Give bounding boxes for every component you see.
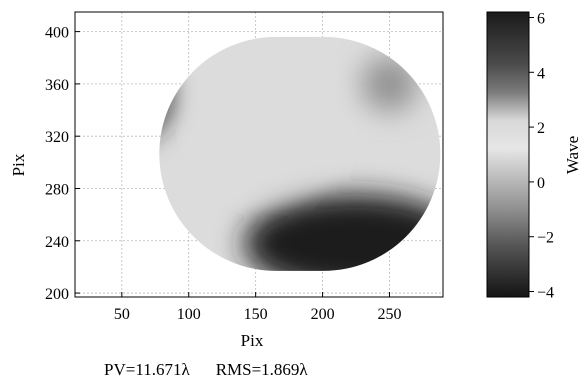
x-axis-ticks: 50 100 150 200 250 <box>114 292 401 323</box>
colorbar-tick-label: 4 <box>537 65 545 82</box>
colorbar-tick-label: 2 <box>537 120 545 137</box>
y-tick-label: 400 <box>45 25 69 42</box>
pv-value: PV=11.671λ <box>104 360 190 379</box>
x-tick-label: 50 <box>114 306 130 323</box>
colorbar-tick-label: −4 <box>537 285 554 302</box>
rms-value: RMS=1.869λ <box>215 360 308 379</box>
x-tick-label: 200 <box>311 306 335 323</box>
x-tick-label: 100 <box>177 306 201 323</box>
x-tick-label: 150 <box>244 306 268 323</box>
wavefront-feature <box>244 194 441 271</box>
y-tick-label: 320 <box>45 129 69 146</box>
colorbar-tick-label: 0 <box>537 175 545 192</box>
colorbar-ticks: 6 4 2 0 −2 −4 <box>529 10 554 302</box>
colorbar-tick-label: −2 <box>537 230 554 247</box>
y-axis-ticks: 200 240 280 320 360 400 <box>45 25 80 303</box>
y-tick-label: 240 <box>45 234 69 251</box>
caption: PV=11.671λ RMS=1.869λ <box>104 360 334 380</box>
y-axis-label: Pix <box>9 153 28 176</box>
y-tick-label: 360 <box>45 77 69 94</box>
colorbar-tick-label: 6 <box>537 10 545 27</box>
wavefront-feature <box>361 55 418 112</box>
wavefront-map <box>159 36 441 271</box>
x-axis-label: Pix <box>241 331 264 350</box>
wavefront-feature <box>209 63 330 184</box>
y-tick-label: 280 <box>45 181 69 198</box>
y-tick-label: 200 <box>45 286 69 303</box>
colorbar-label: Wave <box>563 136 582 174</box>
x-tick-label: 250 <box>377 306 401 323</box>
colorbar <box>486 11 530 298</box>
wavefront-feature <box>159 54 171 139</box>
plot-frame <box>74 11 444 298</box>
